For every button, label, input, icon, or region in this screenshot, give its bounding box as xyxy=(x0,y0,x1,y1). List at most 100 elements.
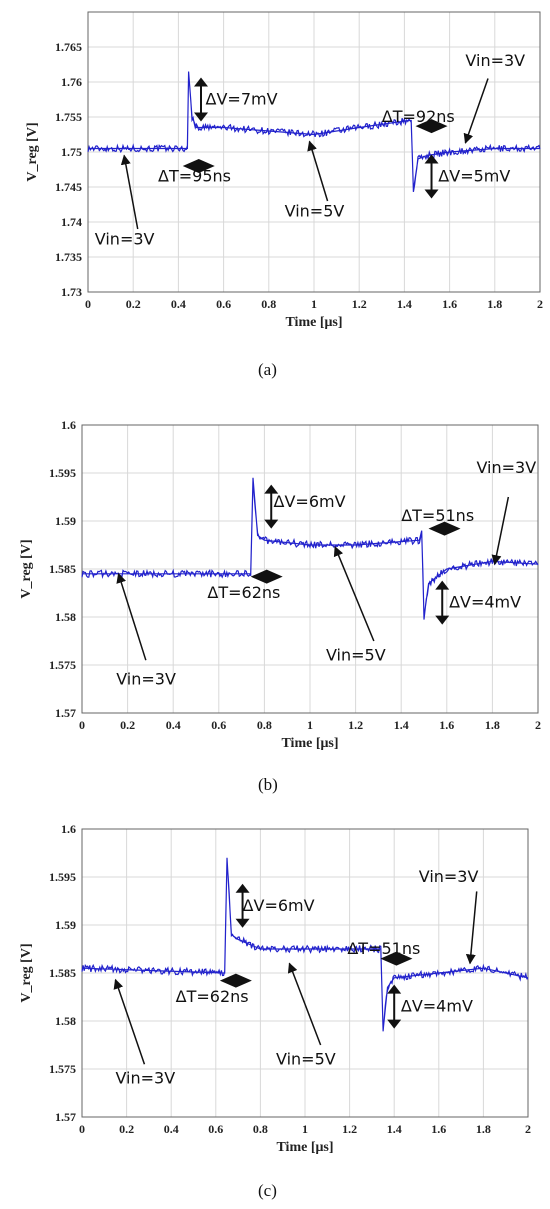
delta-v-arrow-head xyxy=(194,112,208,122)
annotation-label: Vin=5V xyxy=(285,202,345,221)
delta-t-marker xyxy=(250,569,283,584)
delta-v-arrow-head xyxy=(235,883,250,893)
y-tick-label: 1.57 xyxy=(55,706,76,720)
y-axis-title: V_reg [V] xyxy=(19,539,34,598)
y-tick-label: 1.585 xyxy=(49,562,76,576)
x-tick-label: 2 xyxy=(537,297,543,311)
y-tick-label: 1.57 xyxy=(55,1110,76,1124)
annotation-label: Vin=3V xyxy=(465,51,525,70)
annotation-label: ΔV=5mV xyxy=(438,167,510,186)
x-axis-title: Time [μs] xyxy=(276,1140,333,1155)
y-tick-label: 1.59 xyxy=(55,918,76,932)
annotation-label: ΔT=51ns xyxy=(347,939,420,958)
x-tick-label: 1.4 xyxy=(387,1122,402,1136)
y-tick-label: 1.76 xyxy=(61,75,82,89)
y-tick-label: 1.745 xyxy=(55,180,82,194)
y-tick-label: 1.58 xyxy=(55,610,76,624)
x-tick-label: 0.8 xyxy=(253,1122,268,1136)
annotation-label: ΔT=92ns xyxy=(382,107,455,126)
series-line xyxy=(81,477,539,620)
annotation-arrow xyxy=(463,78,489,144)
y-tick-label: 1.585 xyxy=(49,966,76,980)
x-tick-label: 1.6 xyxy=(442,297,457,311)
x-tick-label: 0.6 xyxy=(211,718,226,732)
x-axis-title: Time [μs] xyxy=(281,736,338,751)
delta-v-arrow-head xyxy=(235,918,250,928)
y-tick-label: 1.575 xyxy=(49,1062,76,1076)
annotation-label: ΔV=6mV xyxy=(274,492,346,511)
annotation-label: Vin=3V xyxy=(476,458,536,477)
delta-v-arrow-head xyxy=(435,580,450,590)
x-tick-label: 1.6 xyxy=(431,1122,446,1136)
delta-t-marker xyxy=(415,119,448,134)
x-tick-label: 0.2 xyxy=(119,1122,134,1136)
y-tick-label: 1.765 xyxy=(55,40,82,54)
chart-panel-3: 0 0.2 0.4 0.6 0.8 1 1.2 1.4 1.6 1.8 2 1.57 1.575 1.58… xyxy=(19,822,531,1155)
panel-caption: (b) xyxy=(258,775,278,794)
x-tick-label: 0.8 xyxy=(261,297,276,311)
delta-v-arrow-head xyxy=(424,154,439,164)
annotation-label: Vin=5V xyxy=(326,645,386,664)
annotation-arrow xyxy=(307,140,329,202)
x-tick-label: 1 xyxy=(302,1122,308,1136)
x-tick-label: 1.8 xyxy=(476,1122,491,1136)
y-tick-label: 1.6 xyxy=(61,418,76,432)
y-tick-label: 1.735 xyxy=(55,250,82,264)
delta-v-arrow-head xyxy=(435,615,450,625)
series-line xyxy=(87,71,541,193)
x-tick-label: 0.4 xyxy=(164,1122,179,1136)
panel-caption: (c) xyxy=(258,1181,277,1200)
x-tick-label: 1.2 xyxy=(342,1122,357,1136)
annotation-label: Vin=5V xyxy=(276,1049,336,1068)
annotation-arrow xyxy=(116,572,147,661)
x-tick-label: 1.8 xyxy=(485,718,500,732)
x-tick-label: 1.2 xyxy=(348,718,363,732)
x-tick-label: 0 xyxy=(79,1122,85,1136)
y-tick-label: 1.575 xyxy=(49,658,76,672)
y-tick-label: 1.73 xyxy=(61,285,82,299)
x-tick-label: 0.8 xyxy=(257,718,272,732)
x-tick-label: 0 xyxy=(85,297,91,311)
chart-panel-2: 0 0.2 0.4 0.6 0.8 1 1.2 1.4 1.6 1.8 2 1.57 1.575 1.58… xyxy=(19,418,541,751)
delta-t-marker xyxy=(182,159,215,173)
y-tick-label: 1.755 xyxy=(55,110,82,124)
annotation-label: Vin=3V xyxy=(419,867,479,886)
y-tick-label: 1.74 xyxy=(61,215,82,229)
annotation-arrow xyxy=(113,978,146,1065)
annotation-label: ΔT=51ns xyxy=(401,506,474,525)
delta-t-marker xyxy=(428,521,461,536)
annotation-arrow xyxy=(333,545,375,642)
x-tick-label: 1.2 xyxy=(352,297,367,311)
x-tick-label: 0.2 xyxy=(120,718,135,732)
x-tick-label: 1.6 xyxy=(439,718,454,732)
x-tick-label: 0 xyxy=(79,718,85,732)
y-tick-label: 1.75 xyxy=(61,145,82,159)
annotation-arrow xyxy=(287,962,322,1046)
y-tick-label: 1.595 xyxy=(49,466,76,480)
x-tick-label: 0.4 xyxy=(171,297,186,311)
delta-v-arrow-head xyxy=(264,484,279,494)
x-axis-title: Time [μs] xyxy=(285,315,342,330)
x-tick-label: 1 xyxy=(311,297,317,311)
delta-v-arrow-head xyxy=(387,984,402,994)
annotation-label: ΔV=6mV xyxy=(243,896,315,915)
annotation-arrow xyxy=(491,496,510,566)
x-tick-label: 1.4 xyxy=(397,297,412,311)
x-tick-label: 0.6 xyxy=(216,297,231,311)
delta-t-marker xyxy=(219,973,252,988)
x-tick-label: 1 xyxy=(307,718,313,732)
x-tick-label: 0.6 xyxy=(208,1122,223,1136)
delta-v-arrow-head xyxy=(264,519,279,529)
annotation-label: ΔT=95ns xyxy=(158,167,231,186)
panel-caption: (a) xyxy=(258,360,277,379)
y-tick-label: 1.595 xyxy=(49,870,76,884)
delta-v-arrow-head xyxy=(387,1019,402,1029)
annotation-label: Vin=3V xyxy=(95,230,155,249)
x-tick-label: 1.4 xyxy=(394,718,409,732)
series-line xyxy=(81,857,529,1032)
annotation-label: Vin=3V xyxy=(116,669,176,688)
y-axis-title: V_reg [V] xyxy=(19,943,34,1002)
annotation-label: ΔV=4mV xyxy=(401,997,473,1016)
delta-v-arrow-head xyxy=(424,189,439,199)
